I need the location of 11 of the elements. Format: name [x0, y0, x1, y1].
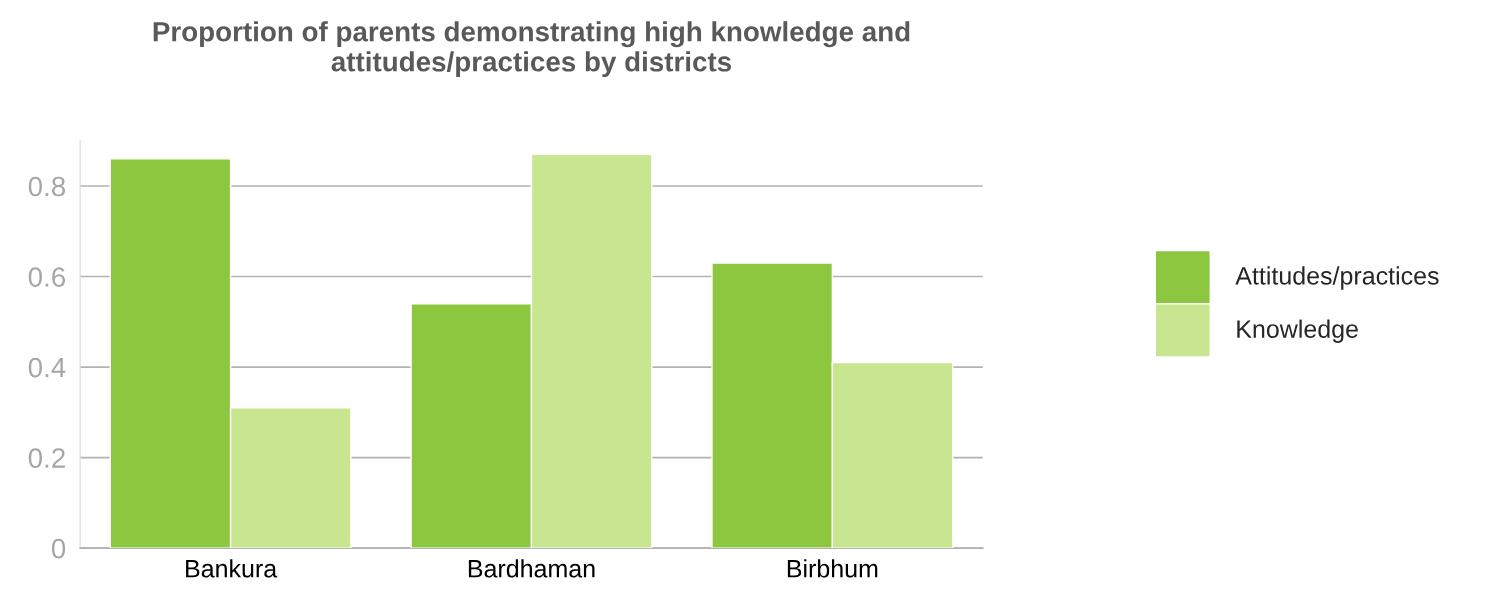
x-tick-label: Birbhum — [787, 559, 878, 578]
y-tick-label: 0.2 — [28, 448, 65, 468]
x-tick-label: Bardhaman — [468, 559, 595, 578]
y-tick-label: 0.6 — [28, 267, 66, 287]
legend-label: Knowledge — [1237, 319, 1358, 343]
chart-title: Proportion of parents demonstrating high knowledge and attitudes/practices by districts — [153, 21, 910, 78]
x-tick-label: Bankura — [186, 559, 278, 578]
legend-label: Attitudes/practices — [1235, 266, 1439, 290]
y-tick-label: 0.8 — [28, 176, 66, 197]
y-tick-label: 0 — [51, 538, 66, 559]
y-tick-label: 0.4 — [28, 357, 66, 378]
